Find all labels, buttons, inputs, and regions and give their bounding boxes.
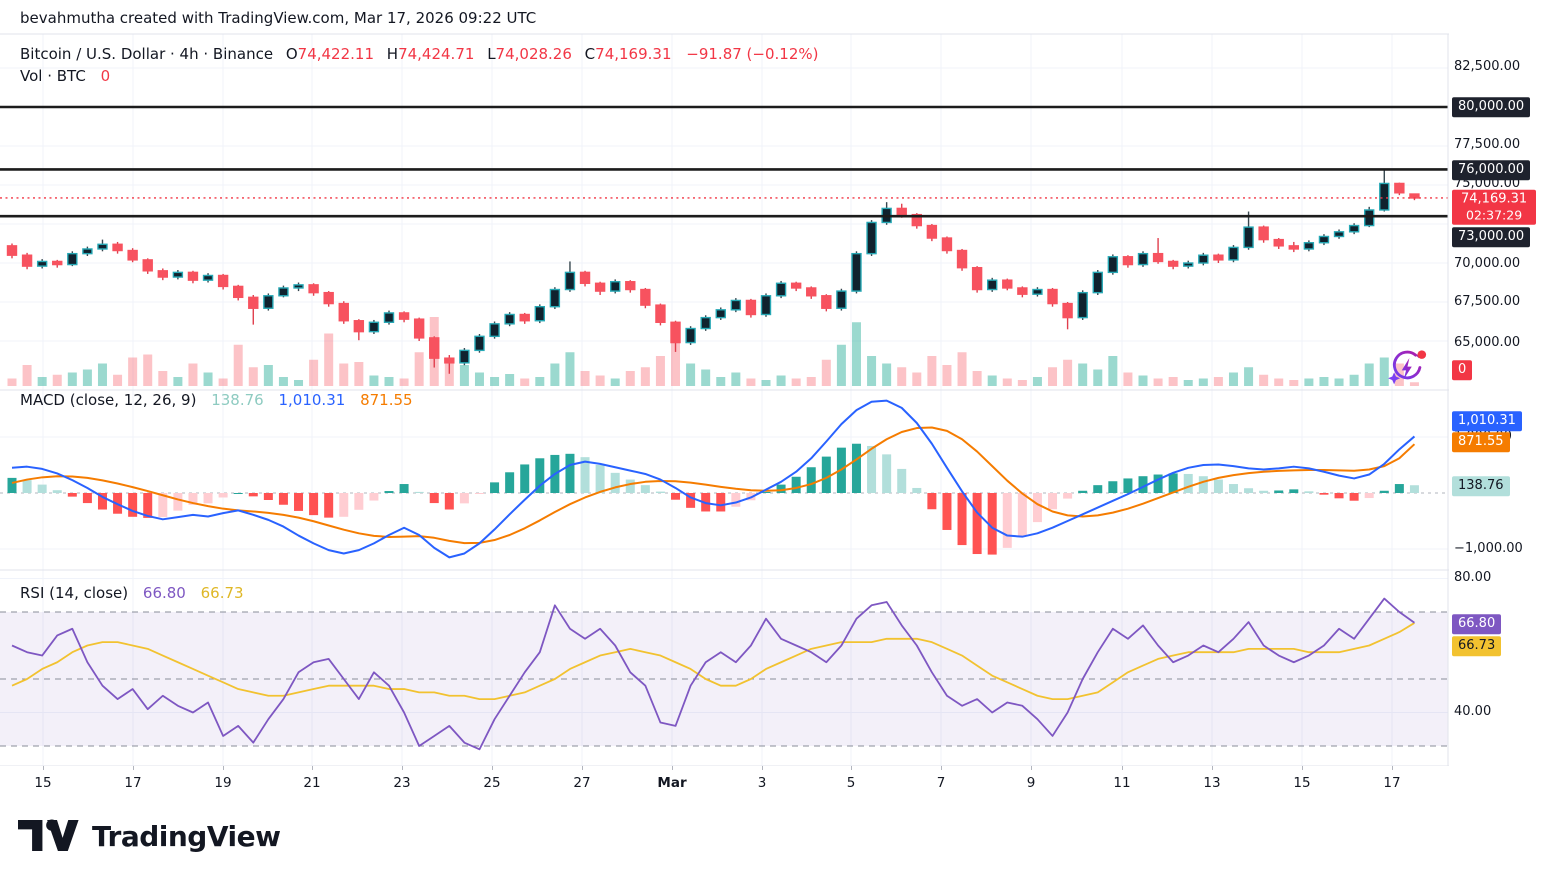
- time-tick: [1031, 766, 1032, 770]
- price-scale-column[interactable]: 82,500.00 80,000.00 77,500.00 75,000.00 76,0…: [1449, 0, 1563, 801]
- time-axis-label: 5: [846, 775, 856, 791]
- time-axis-label: 13: [1203, 775, 1221, 791]
- macd-legend: MACD (close, 12, 26, 9) 138.76 1,010.31 …: [20, 391, 413, 409]
- macd-line-value: 1,010.31: [278, 391, 346, 409]
- rsi-value: 66.80: [142, 584, 186, 602]
- close-label: C: [584, 45, 596, 63]
- close-value: 74,169.31: [595, 45, 672, 63]
- time-axis-label: 9: [1026, 775, 1036, 791]
- rsi-axis-label: 40.00: [1454, 704, 1492, 720]
- time-tick: [492, 766, 493, 770]
- time-axis-label: Mar: [657, 775, 687, 791]
- time-axis-label: 3: [757, 775, 767, 791]
- macd-params: (close, 12, 26, 9): [69, 391, 197, 409]
- price-axis-label: 75,000.00: [1454, 176, 1521, 192]
- volume-value: 0: [100, 67, 111, 85]
- time-scale[interactable]: 15 17 19 21 23 25 27 Mar 3 5 7 9 11 13 15 17: [0, 766, 1563, 801]
- macd-axis-label: 871.55: [1452, 432, 1510, 452]
- price-axis-label: 65,000.00: [1454, 335, 1521, 351]
- notification-dot: [1417, 350, 1427, 359]
- time-tick: [133, 766, 134, 770]
- time-tick: [1302, 766, 1303, 770]
- time-axis-label: 23: [393, 775, 411, 791]
- macd-signal-value: 871.55: [360, 391, 413, 409]
- time-axis-label: 27: [573, 775, 591, 791]
- time-axis-label: 25: [483, 775, 501, 791]
- price-axis-label: 70,000.00: [1454, 256, 1521, 272]
- rsi-axis-label: 66.73: [1452, 636, 1502, 656]
- open-value: 74,422.11: [297, 45, 374, 63]
- time-tick: [941, 766, 942, 770]
- time-tick: [672, 766, 673, 770]
- open-label: O: [285, 45, 298, 63]
- time-tick: [312, 766, 313, 770]
- high-label: H: [386, 45, 399, 63]
- symbol-legend: Bitcoin / U.S. Dollar · 4h · Binance O74…: [20, 45, 818, 63]
- volume-label[interactable]: Vol · BTC: [20, 67, 86, 85]
- macd-title[interactable]: MACD: [20, 391, 65, 409]
- low-label: L: [487, 45, 496, 63]
- time-axis-label: 11: [1113, 775, 1131, 791]
- price-axis-label: 80,000.00: [1452, 97, 1531, 117]
- time-axis-label: 15: [34, 775, 52, 791]
- brand-name: TradingView: [92, 819, 281, 853]
- time-axis-label: 19: [214, 775, 232, 791]
- tradingview-glyph-icon: [18, 819, 79, 852]
- rsi-ma-value: 66.73: [200, 584, 244, 602]
- rsi-axis-label: 66.80: [1452, 614, 1502, 634]
- time-axis-label: 17: [1383, 775, 1401, 791]
- price-axis-label: 76,000.00: [1452, 160, 1531, 180]
- price-axis-label: 0: [1452, 360, 1473, 380]
- time-tick: [43, 766, 44, 770]
- sparkle-icon: [1388, 372, 1401, 385]
- rsi-axis-label: 80.00: [1454, 570, 1492, 586]
- macd-hist-value: 138.76: [211, 391, 264, 409]
- bar-countdown: 02:37:29: [1466, 207, 1523, 223]
- rsi-title[interactable]: RSI: [20, 584, 45, 602]
- last-price-badge: 74,169.31 02:37:29: [1452, 189, 1537, 225]
- lightning-bolt-icon: [1401, 357, 1412, 380]
- time-axis-label: 7: [936, 775, 946, 791]
- price-axis-label: 73,000.00: [1452, 227, 1531, 247]
- time-tick: [223, 766, 224, 770]
- price-axis-label: 67,500.00: [1454, 294, 1521, 310]
- ai-sparkle-refresh-icon[interactable]: [1386, 347, 1428, 389]
- rsi-params: (14, close): [49, 584, 129, 602]
- macd-axis-label: 1,010.31: [1452, 411, 1522, 431]
- time-axis-label: 21: [303, 775, 321, 791]
- low-value: 74,028.26: [495, 45, 572, 63]
- macd-axis-label: 138.76: [1452, 476, 1510, 496]
- tradingview-logo[interactable]: TradingView: [18, 818, 281, 854]
- time-tick: [851, 766, 852, 770]
- rsi-legend: RSI (14, close) 66.80 66.73: [20, 584, 244, 602]
- header-attribution: bevahmutha created with TradingView.com,…: [20, 9, 537, 27]
- last-price-value: 74,169.31: [1461, 191, 1528, 207]
- time-tick: [1392, 766, 1393, 770]
- macd-axis-label: −1,000.00: [1454, 541, 1523, 557]
- time-tick: [1122, 766, 1123, 770]
- price-axis-label: 82,500.00: [1454, 59, 1521, 75]
- footer: TradingView: [0, 801, 1563, 876]
- time-axis-label: 15: [1293, 775, 1311, 791]
- time-tick: [582, 766, 583, 770]
- time-tick: [762, 766, 763, 770]
- time-tick: [1212, 766, 1213, 770]
- price-axis-label: 77,500.00: [1454, 137, 1521, 153]
- change-value: −91.87 (−0.12%): [686, 45, 819, 63]
- time-tick: [402, 766, 403, 770]
- time-axis-label: 17: [124, 775, 142, 791]
- high-value: 74,424.71: [398, 45, 475, 63]
- symbol-title[interactable]: Bitcoin / U.S. Dollar · 4h · Binance: [20, 45, 274, 63]
- volume-legend: Vol · BTC 0: [20, 67, 110, 85]
